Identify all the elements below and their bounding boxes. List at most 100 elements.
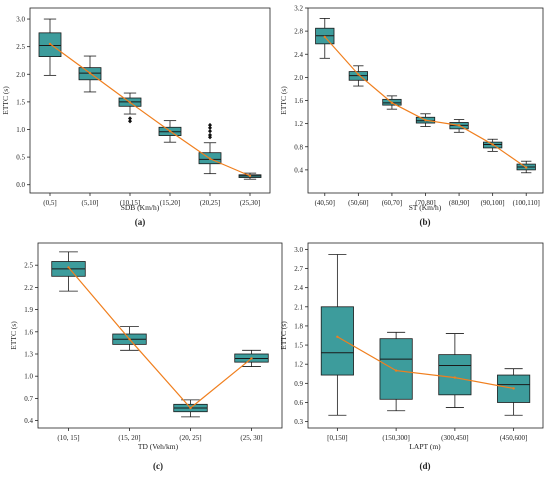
- trend-point: [67, 266, 70, 269]
- panel-label: (b): [420, 217, 431, 227]
- x-tick-label: [0,150]: [327, 434, 347, 442]
- y-tick-label: 1.0: [16, 126, 25, 134]
- y-tick-label: 2.2: [24, 284, 33, 292]
- trend-line: [68, 267, 252, 409]
- y-tick-label: 2.5: [24, 262, 33, 270]
- trend-point: [512, 387, 515, 390]
- trend-point: [189, 406, 192, 410]
- box-0: [315, 18, 335, 59]
- y-tick-label: 1.5: [294, 342, 303, 350]
- y-tick-label: 2.4: [294, 51, 303, 59]
- x-axis-label: ST (Km/h): [409, 203, 442, 212]
- y-tick-label: 1.6: [24, 328, 33, 336]
- y-tick-label: 0.6: [294, 399, 303, 407]
- y-tick-label: 0.0: [16, 181, 25, 189]
- x-tick-label: (15, 20]: [118, 434, 140, 442]
- y-tick-label: 1.3: [24, 351, 33, 359]
- x-tick-label: (90,100]: [481, 199, 505, 207]
- y-axis-label: ETTC (s): [1, 86, 10, 115]
- trend-point: [390, 101, 394, 105]
- y-tick-label: 0.4: [294, 166, 303, 174]
- chart-panel: 0.3 0.6 0.9 1.2 1.5 1.8 2.1 2.4 2.7 3.0 ETTC (s) [0…: [279, 242, 544, 471]
- outlier-point: [208, 122, 212, 128]
- x-tick-label: (100,110]: [513, 199, 540, 207]
- trend-point: [491, 143, 494, 146]
- iqr-box: [438, 354, 472, 396]
- box-1: [348, 65, 368, 87]
- y-tick-label: 3.0: [294, 246, 303, 254]
- x-tick-label: (20,25]: [200, 199, 220, 207]
- chart-panel: 0.0 0.5 1.0 1.5 2.0 2.5 3.0 ETTC (s) (0,5] (5,10]…: [1, 7, 271, 227]
- x-tick-label: (15,20]: [160, 199, 180, 207]
- outlier-point: [208, 132, 212, 138]
- plot-frame: [29, 7, 271, 194]
- x-tick-label: (0,5]: [43, 199, 56, 207]
- y-tick-label: 0.7: [24, 395, 33, 403]
- y-tick-label: 0.5: [16, 154, 25, 162]
- trend-point: [525, 166, 528, 169]
- trend-point: [168, 129, 172, 133]
- plot-frame: [307, 242, 544, 429]
- trend-point: [248, 174, 252, 178]
- y-tick-label: 1.6: [294, 97, 303, 105]
- y-tick-label: 1.2: [294, 120, 303, 128]
- y-tick-label: 1.5: [16, 98, 25, 106]
- outlier-point: [208, 135, 212, 140]
- y-axis-label: ETTC (s): [9, 321, 18, 350]
- x-tick-label: (10,15]: [120, 199, 140, 207]
- x-tick-label: (20, 25]: [179, 434, 201, 442]
- y-tick-label: 1.9: [24, 306, 33, 314]
- panel-label: (d): [420, 461, 431, 471]
- y-tick-label: 3.2: [294, 5, 303, 13]
- y-tick-label: 2.5: [16, 43, 25, 51]
- plot-frame: [37, 242, 283, 429]
- trend-line: [49, 43, 251, 177]
- panel-label: (c): [153, 461, 163, 471]
- y-tick-label: 2.4: [294, 284, 303, 292]
- y-axis-label: ETTC (s): [279, 86, 288, 115]
- y-tick-label: 0.8: [294, 143, 303, 151]
- trend-point: [453, 376, 457, 379]
- x-axis-label: LAPT (m): [409, 442, 441, 451]
- trend-line: [337, 336, 514, 390]
- x-tick-label: (10, 15]: [57, 434, 79, 442]
- outlier-point: [208, 125, 212, 131]
- x-tick-label: (40,50]: [315, 199, 335, 207]
- y-tick-label: 1.0: [24, 373, 33, 381]
- x-tick-label: (300,450]: [441, 434, 468, 442]
- y-tick-label: 3.0: [16, 16, 25, 24]
- box-4: [198, 122, 222, 175]
- trend-point: [208, 157, 212, 160]
- box-0: [51, 251, 86, 292]
- y-tick-label: 0.9: [294, 380, 303, 388]
- y-tick-label: 2.8: [294, 28, 303, 36]
- x-tick-label: (25, 30]: [240, 434, 262, 442]
- trend-point: [323, 35, 326, 39]
- y-tick-label: 2.1: [294, 303, 303, 311]
- x-axis-label: TD (Veh/km): [138, 442, 179, 451]
- chart-panel: 0.4 0.7 1.0 1.3 1.6 1.9 2.2 2.5 ETTC (s) (10, 15]…: [9, 242, 283, 471]
- y-tick-label: 2.0: [294, 74, 303, 82]
- trend-point: [424, 118, 427, 122]
- x-axis-label: SDB (Km/h): [121, 203, 160, 212]
- trend-point: [250, 357, 253, 360]
- y-tick-label: 0.3: [294, 418, 303, 426]
- x-tick-label: (450,600]: [500, 434, 527, 442]
- outlier-point: [208, 128, 212, 134]
- iqr-box: [320, 306, 354, 376]
- chart-panel: 0.4 0.8 1.2 1.6 2.0 2.4 2.8 3.2 ETTC (s) (40,50] (…: [279, 5, 544, 227]
- panel-label: (a): [135, 217, 146, 227]
- box-0: [320, 254, 354, 416]
- trend-point: [457, 124, 461, 127]
- trend-point: [48, 42, 52, 46]
- outlier-point: [128, 119, 132, 124]
- iqr-box: [379, 338, 413, 400]
- trend-point: [128, 338, 131, 341]
- y-tick-label: 2.0: [16, 71, 25, 79]
- x-tick-label: (80,90]: [449, 199, 469, 207]
- outlier-point: [128, 116, 132, 121]
- trend-point: [336, 335, 339, 338]
- box-1: [379, 331, 413, 412]
- trend-point: [128, 101, 132, 104]
